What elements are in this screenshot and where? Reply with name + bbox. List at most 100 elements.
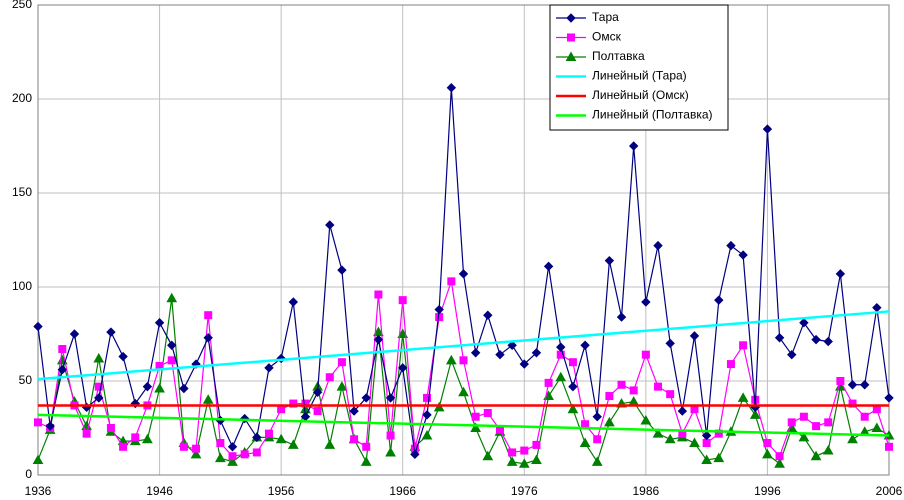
legend-box xyxy=(549,4,729,131)
marker xyxy=(166,292,178,303)
marker xyxy=(215,452,226,463)
marker xyxy=(581,420,590,429)
marker xyxy=(604,255,615,266)
marker xyxy=(203,333,213,343)
marker xyxy=(362,442,371,451)
marker xyxy=(421,430,433,440)
marker xyxy=(531,454,542,464)
marker xyxy=(628,141,639,151)
marker xyxy=(519,359,529,369)
y-tick-label: 150 xyxy=(12,185,32,199)
marker xyxy=(702,439,711,448)
legend-label: Омск xyxy=(592,30,622,44)
marker xyxy=(204,311,213,320)
marker xyxy=(714,295,724,305)
marker xyxy=(106,327,116,337)
marker xyxy=(312,387,323,397)
marker xyxy=(324,439,336,449)
marker xyxy=(848,399,857,408)
marker xyxy=(567,403,579,414)
marker xyxy=(142,433,153,444)
marker xyxy=(202,394,214,404)
marker xyxy=(799,318,809,328)
marker xyxy=(860,412,869,421)
marker xyxy=(592,412,602,422)
marker xyxy=(192,444,201,453)
marker xyxy=(604,416,615,427)
marker xyxy=(275,433,287,444)
marker xyxy=(665,338,675,349)
marker xyxy=(445,354,457,365)
marker xyxy=(579,437,591,448)
series-line xyxy=(37,310,890,381)
marker xyxy=(713,452,725,463)
marker xyxy=(423,393,432,402)
marker xyxy=(398,296,407,305)
marker xyxy=(385,393,396,403)
marker xyxy=(884,393,894,403)
marker xyxy=(288,297,299,307)
marker xyxy=(652,428,664,438)
marker xyxy=(641,297,651,307)
marker xyxy=(325,220,335,230)
marker xyxy=(433,401,445,412)
x-tick-label: 1956 xyxy=(268,484,295,498)
marker xyxy=(566,13,576,23)
marker xyxy=(447,277,456,286)
marker xyxy=(666,390,675,399)
marker xyxy=(252,448,261,457)
marker xyxy=(190,448,202,459)
marker xyxy=(617,380,626,389)
marker xyxy=(459,356,468,365)
marker xyxy=(337,358,346,367)
marker xyxy=(763,439,772,448)
marker xyxy=(154,383,165,393)
marker xyxy=(227,442,238,452)
marker xyxy=(737,392,749,402)
marker xyxy=(495,349,505,360)
marker xyxy=(470,422,482,432)
marker xyxy=(565,51,577,61)
marker xyxy=(774,333,785,343)
marker xyxy=(470,348,481,358)
marker xyxy=(289,399,298,408)
marker xyxy=(872,405,881,414)
marker xyxy=(167,340,177,350)
marker xyxy=(847,433,858,444)
legend: Тара Омск Полтавка Линейный (Тара) Линейный … xyxy=(549,4,729,131)
marker xyxy=(507,340,517,350)
marker xyxy=(690,405,699,414)
marker xyxy=(216,439,225,448)
x-tick-label: 1946 xyxy=(146,484,173,498)
marker xyxy=(823,336,833,347)
marker xyxy=(532,440,541,449)
marker xyxy=(337,265,347,275)
marker xyxy=(836,377,845,385)
marker xyxy=(726,240,736,251)
marker xyxy=(544,378,553,387)
marker xyxy=(93,352,105,363)
marker xyxy=(749,409,761,419)
marker xyxy=(119,442,128,451)
marker xyxy=(264,429,273,438)
y-tick-label: 50 xyxy=(19,373,33,387)
marker xyxy=(483,408,492,417)
marker xyxy=(531,348,542,358)
y-tick-label: 200 xyxy=(12,91,32,105)
marker xyxy=(822,445,834,455)
marker xyxy=(518,458,530,468)
series-line xyxy=(37,413,890,437)
marker xyxy=(775,452,784,461)
marker xyxy=(506,456,518,466)
marker xyxy=(824,418,833,427)
marker xyxy=(32,454,44,464)
marker xyxy=(325,373,334,382)
marker xyxy=(701,430,712,441)
marker xyxy=(373,334,384,345)
marker xyxy=(629,386,638,395)
marker xyxy=(361,393,371,403)
x-tick-label: 1936 xyxy=(25,484,52,498)
marker xyxy=(142,381,153,392)
x-tick-label: 1966 xyxy=(389,484,416,498)
marker xyxy=(94,393,104,403)
